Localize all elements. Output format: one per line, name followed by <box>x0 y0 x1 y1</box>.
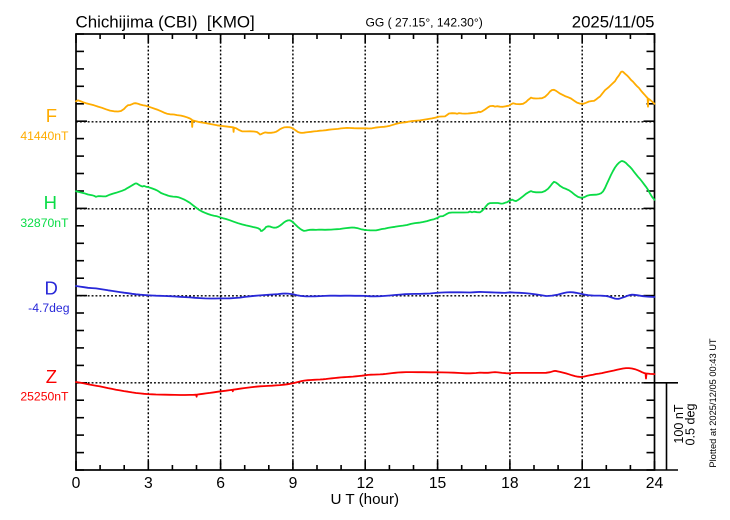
svg-text:D: D <box>45 278 58 299</box>
svg-text:18: 18 <box>501 475 519 492</box>
svg-text:24: 24 <box>646 475 664 492</box>
svg-text:6: 6 <box>216 475 225 492</box>
svg-text:Plotted at 2025/12/05 00:43 UT: Plotted at 2025/12/05 00:43 UT <box>708 338 718 468</box>
svg-text:Z: Z <box>46 366 57 387</box>
svg-text:0.5 deg: 0.5 deg <box>684 403 698 445</box>
svg-text:GG ( 27.15°, 142.30°): GG ( 27.15°, 142.30°) <box>366 16 483 30</box>
svg-text:9: 9 <box>289 475 298 492</box>
svg-text:-4.7deg: -4.7deg <box>28 301 69 315</box>
svg-text:2025/11/05: 2025/11/05 <box>572 13 655 32</box>
svg-text:15: 15 <box>429 475 447 492</box>
svg-text:32870nT: 32870nT <box>20 216 69 230</box>
svg-text:12: 12 <box>357 475 374 492</box>
svg-text:21: 21 <box>573 475 590 492</box>
svg-text:41440nT: 41440nT <box>20 129 69 143</box>
svg-text:H: H <box>44 192 57 213</box>
svg-text:Chichijima (CBI) [KMO]: Chichijima (CBI) [KMO] <box>76 12 255 31</box>
svg-text:100 nT: 100 nT <box>672 404 686 444</box>
svg-text:0: 0 <box>72 475 81 492</box>
svg-text:3: 3 <box>144 475 153 492</box>
svg-text:U T (hour): U T (hour) <box>330 491 399 508</box>
svg-text:25250nT: 25250nT <box>20 390 69 404</box>
svg-text:F: F <box>46 105 57 126</box>
